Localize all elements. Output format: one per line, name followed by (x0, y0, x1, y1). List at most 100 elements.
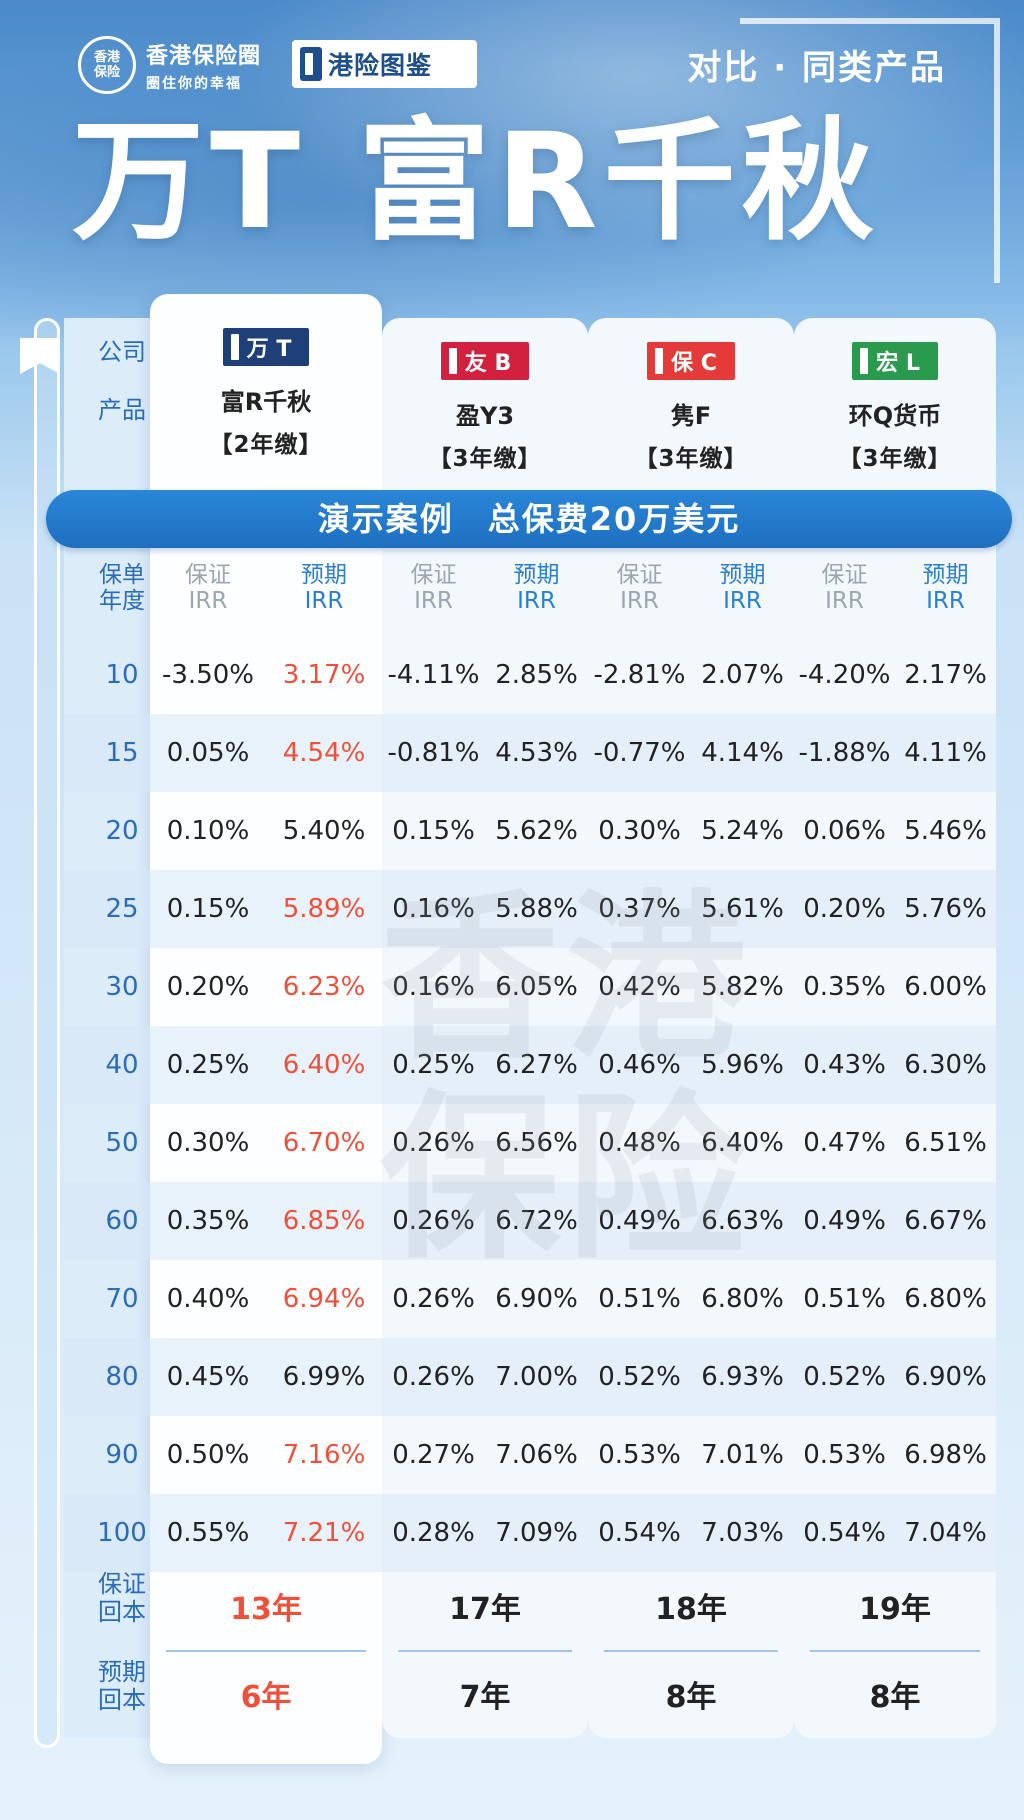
guide-badge: 港险图鉴 (292, 40, 477, 88)
guaranteed-irr-cell: 0.46% (598, 1050, 681, 1080)
guaranteed-irr-header: 保证 IRR (150, 562, 266, 614)
guaranteed-irr-cell: 0.10% (166, 816, 250, 846)
company-badge: 友 B (440, 342, 530, 380)
table-row: 15 0.05% 4.54% -0.81% 4.53% -0.77% 4.14% -1.88%… (30, 714, 996, 792)
irr-label: IRR (188, 588, 228, 614)
guaranteed-irr-cell: 0.50% (166, 1440, 250, 1470)
expected-payback-value: 8年 (665, 1680, 717, 1715)
expected-irr-cell: 5.76% (904, 894, 987, 924)
expected-irr-header-label: 预期 (301, 562, 347, 588)
expected-irr-cell: 6.56% (495, 1128, 578, 1158)
table-row: 20 0.10% 5.40% 0.15% 5.62% 0.30% 5.24% 0.06% 5.4… (30, 792, 990, 870)
row-stripe (64, 1182, 996, 1260)
table-row: 10 -3.50% 3.17% -4.11% 2.85% -2.81% 2.07% -4.20… (30, 636, 990, 714)
guaranteed-irr-header-label: 保证 (185, 562, 231, 588)
guaranteed-irr-cell: 0.49% (803, 1206, 886, 1236)
guaranteed-irr-cell: 0.52% (803, 1362, 886, 1392)
corner-frame-decoration (740, 18, 1000, 283)
product-name: 环Q货币 (848, 402, 942, 430)
expected-irr-header-label: 预期 (922, 562, 969, 588)
expected-irr-cell: 7.01% (701, 1440, 784, 1470)
expected-irr-cell: 6.80% (701, 1284, 784, 1314)
guaranteed-irr-cell: 0.42% (598, 972, 681, 1002)
guaranteed-irr-cell: 0.20% (166, 972, 250, 1002)
guaranteed-irr-cell: 0.45% (166, 1362, 250, 1392)
expected-irr-cell: 2.85% (495, 660, 578, 690)
payback-divider (810, 1650, 980, 1652)
expected-irr-header: 预期 IRR (485, 562, 588, 614)
flag-icon (655, 348, 664, 374)
expected-irr-cell: 6.80% (904, 1284, 987, 1314)
guaranteed-irr-cell: -4.20% (798, 660, 891, 690)
payback-divider (604, 1650, 778, 1652)
guaranteed-irr-cell: 0.20% (803, 894, 886, 924)
demo-case-banner: 演示案例 总保费20万美元 (46, 490, 1012, 548)
guaranteed-irr-cell: 0.52% (598, 1362, 681, 1392)
guaranteed-irr-cell: 0.15% (392, 816, 475, 846)
policy-year-cell: 15 (105, 738, 139, 768)
expected-irr-cell: 5.40% (282, 816, 366, 846)
policy-year-cell: 90 (105, 1440, 139, 1470)
irr-label: IRR (620, 588, 659, 614)
expected-irr-cell: 6.72% (495, 1206, 578, 1236)
policy-year-cell: 40 (105, 1050, 139, 1080)
guaranteed-irr-cell: 0.37% (598, 894, 681, 924)
expected-irr-cell: 6.51% (904, 1128, 987, 1158)
guaranteed-irr-cell: 0.54% (803, 1518, 886, 1548)
table-row: 60 0.35% 6.85% 0.26% 6.72% 0.49% 6.63% 0.49% 6.6… (30, 1182, 996, 1260)
policy-year-cell: 100 (97, 1518, 147, 1548)
expected-irr-cell: 6.40% (282, 1050, 366, 1080)
guaranteed-irr-cell: -0.81% (387, 738, 480, 768)
payback-divider (398, 1650, 572, 1652)
company-name: 保 C (671, 351, 717, 376)
guaranteed-payback-label: 保证 回本 (64, 1570, 180, 1626)
guaranteed-irr-cell: 0.16% (392, 972, 475, 1002)
scroll-rod-decoration (34, 318, 60, 1748)
product-term: 【3年缴】 (634, 446, 748, 472)
row-stripe (64, 1338, 996, 1416)
guaranteed-irr-header-label: 保证 (410, 562, 457, 588)
flag-icon (860, 348, 869, 374)
product-header-2: 友 B 盈Y3 【3年缴】 (382, 342, 588, 473)
guaranteed-irr-cell: 0.54% (598, 1518, 681, 1548)
expected-irr-cell: 6.90% (495, 1284, 578, 1314)
guaranteed-irr-cell: 0.26% (392, 1362, 475, 1392)
product-term: 【2年缴】 (209, 432, 323, 458)
guaranteed-irr-cell: 0.43% (803, 1050, 886, 1080)
irr-label: IRR (825, 588, 864, 614)
guaranteed-irr-cell: -1.88% (798, 738, 891, 768)
expected-irr-cell: 5.61% (701, 894, 784, 924)
comparison-table: 公司 产品 万 T 富R千秋 【2年缴】 友 B 盈Y3 【3年缴】 保 C 隽… (20, 294, 1012, 1764)
bookmark-icon (300, 47, 322, 81)
table-row: 80 0.45% 6.99% 0.26% 7.00% 0.52% 6.93% 0.52% 6.9… (30, 1338, 996, 1416)
company-badge: 万 T (222, 328, 310, 366)
table-row: 100 0.55% 7.21% 0.28% 7.09% 0.54% 7.03% 0.54% 7.… (30, 1494, 996, 1572)
expected-irr-cell: 5.46% (904, 816, 987, 846)
expected-irr-cell: 6.99% (282, 1362, 366, 1392)
guaranteed-irr-cell: 0.35% (803, 972, 886, 1002)
table-row: 40 0.25% 6.40% 0.25% 6.27% 0.46% 5.96% 0.43% 6.3… (30, 1026, 996, 1104)
policy-year-cell: 80 (105, 1362, 139, 1392)
page-title: 万T 富R千秋 (72, 105, 880, 259)
table-row: 25 0.15% 5.89% 0.16% 5.88% 0.37% 5.61% 0.20% 5.7… (30, 870, 996, 948)
guaranteed-irr-cell: 0.05% (166, 738, 250, 768)
row-stripe (64, 870, 996, 948)
header-background-photo (0, 0, 1024, 340)
policy-year-cell: 60 (105, 1206, 139, 1236)
guaranteed-irr-cell: 0.30% (166, 1128, 250, 1158)
policy-year-cell: 20 (105, 816, 139, 846)
flag-icon (448, 348, 457, 374)
expected-irr-cell: 7.04% (904, 1518, 987, 1548)
guaranteed-irr-cell: -3.50% (162, 660, 254, 690)
guaranteed-irr-cell: 0.48% (598, 1128, 681, 1158)
guaranteed-irr-cell: 0.55% (166, 1518, 250, 1548)
expected-irr-cell: 6.27% (495, 1050, 578, 1080)
guaranteed-irr-cell: 0.53% (803, 1440, 886, 1470)
guaranteed-irr-cell: 0.15% (166, 894, 250, 924)
guaranteed-irr-cell: 0.26% (392, 1128, 475, 1158)
expected-payback-label-2: 回本 (98, 1686, 146, 1714)
brand-name: 香港保险圈 (146, 43, 262, 69)
expected-irr-cell: 5.89% (282, 894, 366, 924)
guaranteed-payback-value: 19年 (859, 1592, 931, 1627)
expected-irr-cell: 6.05% (495, 972, 578, 1002)
